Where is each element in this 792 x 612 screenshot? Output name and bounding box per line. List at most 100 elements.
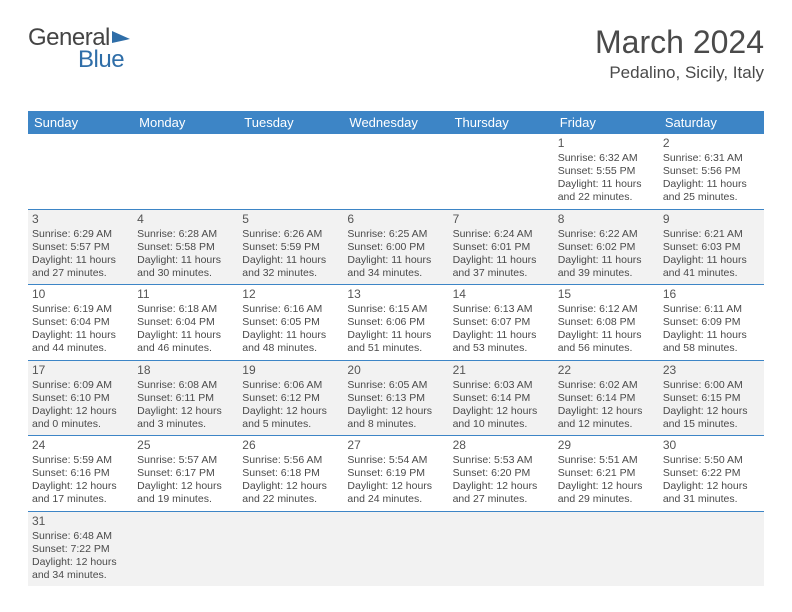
calendar-cell: 20Sunrise: 6:05 AMSunset: 6:13 PMDayligh…	[343, 360, 448, 436]
calendar-cell: 30Sunrise: 5:50 AMSunset: 6:22 PMDayligh…	[659, 436, 764, 512]
calendar-row: 17Sunrise: 6:09 AMSunset: 6:10 PMDayligh…	[28, 360, 764, 436]
daylight-line: Daylight: 12 hours and 0 minutes.	[32, 405, 129, 431]
weekday-header: Wednesday	[343, 111, 448, 134]
calendar-cell: 24Sunrise: 5:59 AMSunset: 6:16 PMDayligh…	[28, 436, 133, 512]
calendar-row: 3Sunrise: 6:29 AMSunset: 5:57 PMDaylight…	[28, 209, 764, 285]
day-number: 7	[453, 212, 550, 227]
month-title: March 2024	[595, 24, 764, 61]
calendar-cell: 22Sunrise: 6:02 AMSunset: 6:14 PMDayligh…	[554, 360, 659, 436]
sunset-line: Sunset: 6:06 PM	[347, 316, 444, 329]
calendar-cell: 14Sunrise: 6:13 AMSunset: 6:07 PMDayligh…	[449, 285, 554, 361]
sunset-line: Sunset: 6:01 PM	[453, 241, 550, 254]
sunrise-line: Sunrise: 6:24 AM	[453, 228, 550, 241]
calendar-cell: 15Sunrise: 6:12 AMSunset: 6:08 PMDayligh…	[554, 285, 659, 361]
daylight-line: Daylight: 12 hours and 10 minutes.	[453, 405, 550, 431]
daylight-line: Daylight: 11 hours and 48 minutes.	[242, 329, 339, 355]
weekday-header: Saturday	[659, 111, 764, 134]
calendar-cell: 18Sunrise: 6:08 AMSunset: 6:11 PMDayligh…	[133, 360, 238, 436]
sunrise-line: Sunrise: 6:29 AM	[32, 228, 129, 241]
sunrise-line: Sunrise: 6:18 AM	[137, 303, 234, 316]
daylight-line: Daylight: 12 hours and 24 minutes.	[347, 480, 444, 506]
day-number: 3	[32, 212, 129, 227]
daylight-line: Daylight: 11 hours and 41 minutes.	[663, 254, 760, 280]
calendar-cell: 1Sunrise: 6:32 AMSunset: 5:55 PMDaylight…	[554, 134, 659, 209]
sunset-line: Sunset: 6:11 PM	[137, 392, 234, 405]
calendar-cell	[133, 134, 238, 209]
sunrise-line: Sunrise: 6:22 AM	[558, 228, 655, 241]
weekday-header-row: Sunday Monday Tuesday Wednesday Thursday…	[28, 111, 764, 134]
calendar-cell: 13Sunrise: 6:15 AMSunset: 6:06 PMDayligh…	[343, 285, 448, 361]
daylight-line: Daylight: 11 hours and 37 minutes.	[453, 254, 550, 280]
sunset-line: Sunset: 6:02 PM	[558, 241, 655, 254]
sunrise-line: Sunrise: 6:32 AM	[558, 152, 655, 165]
sunset-line: Sunset: 6:05 PM	[242, 316, 339, 329]
sunset-line: Sunset: 6:04 PM	[32, 316, 129, 329]
calendar-cell: 31Sunrise: 6:48 AMSunset: 7:22 PMDayligh…	[28, 511, 133, 586]
daylight-line: Daylight: 12 hours and 3 minutes.	[137, 405, 234, 431]
sunset-line: Sunset: 6:13 PM	[347, 392, 444, 405]
day-number: 19	[242, 363, 339, 378]
daylight-line: Daylight: 12 hours and 15 minutes.	[663, 405, 760, 431]
sunrise-line: Sunrise: 6:06 AM	[242, 379, 339, 392]
sunrise-line: Sunrise: 6:28 AM	[137, 228, 234, 241]
sunrise-line: Sunrise: 6:11 AM	[663, 303, 760, 316]
sunset-line: Sunset: 6:08 PM	[558, 316, 655, 329]
calendar-cell	[238, 134, 343, 209]
sunset-line: Sunset: 6:14 PM	[453, 392, 550, 405]
day-number: 18	[137, 363, 234, 378]
calendar-cell	[449, 511, 554, 586]
calendar-cell: 11Sunrise: 6:18 AMSunset: 6:04 PMDayligh…	[133, 285, 238, 361]
weekday-header: Monday	[133, 111, 238, 134]
sunrise-line: Sunrise: 6:12 AM	[558, 303, 655, 316]
calendar-cell: 5Sunrise: 6:26 AMSunset: 5:59 PMDaylight…	[238, 209, 343, 285]
daylight-line: Daylight: 12 hours and 31 minutes.	[663, 480, 760, 506]
weekday-header: Thursday	[449, 111, 554, 134]
sunset-line: Sunset: 6:19 PM	[347, 467, 444, 480]
sunrise-line: Sunrise: 6:26 AM	[242, 228, 339, 241]
sunrise-line: Sunrise: 5:57 AM	[137, 454, 234, 467]
calendar-cell: 12Sunrise: 6:16 AMSunset: 6:05 PMDayligh…	[238, 285, 343, 361]
calendar-cell: 6Sunrise: 6:25 AMSunset: 6:00 PMDaylight…	[343, 209, 448, 285]
weekday-header: Friday	[554, 111, 659, 134]
calendar-cell: 10Sunrise: 6:19 AMSunset: 6:04 PMDayligh…	[28, 285, 133, 361]
sunset-line: Sunset: 5:58 PM	[137, 241, 234, 254]
sunset-line: Sunset: 6:20 PM	[453, 467, 550, 480]
calendar-cell: 17Sunrise: 6:09 AMSunset: 6:10 PMDayligh…	[28, 360, 133, 436]
sunrise-line: Sunrise: 6:05 AM	[347, 379, 444, 392]
calendar-cell: 9Sunrise: 6:21 AMSunset: 6:03 PMDaylight…	[659, 209, 764, 285]
calendar-cell	[238, 511, 343, 586]
sunset-line: Sunset: 6:16 PM	[32, 467, 129, 480]
sunrise-line: Sunrise: 5:54 AM	[347, 454, 444, 467]
day-number: 15	[558, 287, 655, 302]
sunrise-line: Sunrise: 5:51 AM	[558, 454, 655, 467]
weekday-header: Tuesday	[238, 111, 343, 134]
day-number: 28	[453, 438, 550, 453]
calendar-cell: 27Sunrise: 5:54 AMSunset: 6:19 PMDayligh…	[343, 436, 448, 512]
sunrise-line: Sunrise: 6:15 AM	[347, 303, 444, 316]
calendar-cell: 26Sunrise: 5:56 AMSunset: 6:18 PMDayligh…	[238, 436, 343, 512]
calendar-cell: 19Sunrise: 6:06 AMSunset: 6:12 PMDayligh…	[238, 360, 343, 436]
daylight-line: Daylight: 11 hours and 25 minutes.	[663, 178, 760, 204]
daylight-line: Daylight: 11 hours and 51 minutes.	[347, 329, 444, 355]
sunrise-line: Sunrise: 6:19 AM	[32, 303, 129, 316]
day-number: 29	[558, 438, 655, 453]
calendar-cell	[28, 134, 133, 209]
day-number: 23	[663, 363, 760, 378]
calendar-cell: 7Sunrise: 6:24 AMSunset: 6:01 PMDaylight…	[449, 209, 554, 285]
sunset-line: Sunset: 6:04 PM	[137, 316, 234, 329]
calendar-cell: 25Sunrise: 5:57 AMSunset: 6:17 PMDayligh…	[133, 436, 238, 512]
sunset-line: Sunset: 5:56 PM	[663, 165, 760, 178]
day-number: 9	[663, 212, 760, 227]
day-number: 5	[242, 212, 339, 227]
logo-text-blue: Blue	[78, 46, 124, 74]
calendar-row: 1Sunrise: 6:32 AMSunset: 5:55 PMDaylight…	[28, 134, 764, 209]
calendar-cell	[133, 511, 238, 586]
sunset-line: Sunset: 6:17 PM	[137, 467, 234, 480]
calendar-cell: 21Sunrise: 6:03 AMSunset: 6:14 PMDayligh…	[449, 360, 554, 436]
calendar-row: 31Sunrise: 6:48 AMSunset: 7:22 PMDayligh…	[28, 511, 764, 586]
sunrise-line: Sunrise: 6:13 AM	[453, 303, 550, 316]
daylight-line: Daylight: 12 hours and 17 minutes.	[32, 480, 129, 506]
daylight-line: Daylight: 12 hours and 27 minutes.	[453, 480, 550, 506]
calendar-row: 10Sunrise: 6:19 AMSunset: 6:04 PMDayligh…	[28, 285, 764, 361]
sunset-line: Sunset: 6:21 PM	[558, 467, 655, 480]
